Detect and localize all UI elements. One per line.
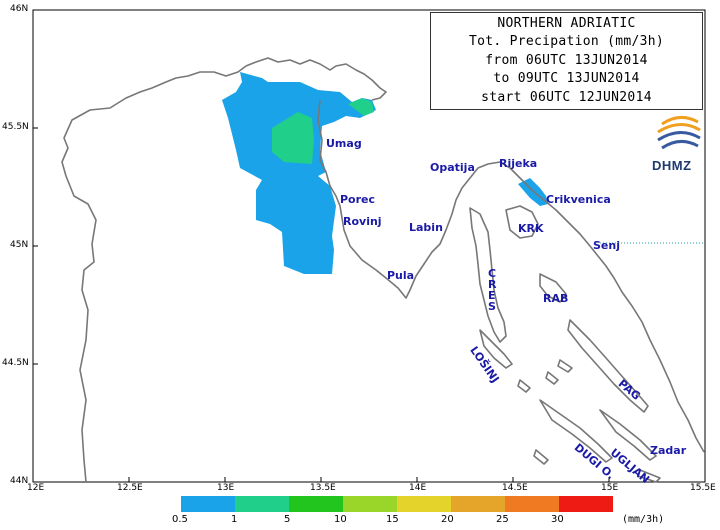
lon-label-13e: 13E — [217, 483, 235, 493]
title-to-time: to 09UTC 13JUN2014 — [493, 71, 640, 86]
legend-color-bar — [181, 496, 613, 512]
legend-label-2: 5 — [284, 514, 291, 525]
dhmz-logo-text: DHMZ — [652, 158, 692, 173]
lon-label-15e: 15E — [601, 483, 619, 493]
title-start-time: start 06UTC 12JUN2014 — [481, 90, 652, 105]
dhmz-logo-icon — [657, 116, 701, 150]
precip-area-mid — [272, 98, 374, 164]
legend-label-4: 15 — [386, 514, 399, 525]
legend-label-5: 20 — [441, 514, 454, 525]
title-from-time: from 06UTC 13JUN2014 — [485, 53, 648, 68]
place-rab: RAB — [543, 292, 569, 305]
legend-swatch-2 — [289, 496, 343, 512]
lon-label-15-5e: 15.5E — [690, 483, 716, 493]
place-rovinj: Rovinj — [343, 215, 382, 228]
lon-label-12-5e: 12.5E — [117, 483, 143, 493]
legend-unit: (mm/3h) — [622, 514, 665, 525]
legend-swatch-7 — [559, 496, 613, 512]
legend-label-0: 0.5 — [172, 514, 188, 525]
place-labin: Labin — [409, 221, 443, 234]
place-cres: CRES — [488, 267, 497, 313]
legend-swatch-0 — [181, 496, 235, 512]
axis-ticks — [33, 9, 610, 483]
place-senj: Senj — [593, 239, 620, 252]
lon-label-14e: 14E — [409, 483, 427, 493]
lon-label-14-5e: 14.5E — [502, 483, 528, 493]
place-zadar: Zadar — [650, 444, 687, 457]
place-porec: Porec — [340, 193, 376, 206]
legend-swatch-6 — [505, 496, 559, 512]
legend-label-7: 30 — [551, 514, 564, 525]
lat-label-44n: 44N — [10, 476, 29, 486]
title-region: NORTHERN ADRIATIC — [497, 16, 636, 31]
place-rijeka: Rijeka — [499, 157, 538, 170]
lon-label-12e: 12E — [27, 483, 45, 493]
place-crikvenica: Crikvenica — [546, 193, 611, 206]
legend-swatch-5 — [451, 496, 505, 512]
legend-label-3: 10 — [334, 514, 347, 525]
lat-label-46n: 46N — [10, 4, 29, 14]
legend-label-6: 25 — [496, 514, 509, 525]
lat-label-44-5n: 44.5N — [2, 358, 29, 368]
legend-label-1: 1 — [231, 514, 238, 525]
lat-label-45-5n: 45.5N — [2, 122, 29, 132]
place-opatija: Opatija — [430, 161, 475, 174]
place-pula: Pula — [387, 269, 415, 282]
lat-label-45n: 45N — [10, 240, 29, 250]
lon-label-13-5e: 13.5E — [310, 483, 336, 493]
legend-swatch-3 — [343, 496, 397, 512]
coastline — [61, 57, 705, 483]
place-krk: KRK — [518, 222, 544, 235]
legend-swatch-1 — [235, 496, 289, 512]
title-variable: Tot. Precipation (mm/3h) — [468, 34, 665, 49]
legend-swatch-4 — [397, 496, 451, 512]
map-title-box: NORTHERN ADRIATIC Tot. Precipation (mm/3… — [430, 12, 703, 110]
place-umag: Umag — [326, 137, 362, 150]
